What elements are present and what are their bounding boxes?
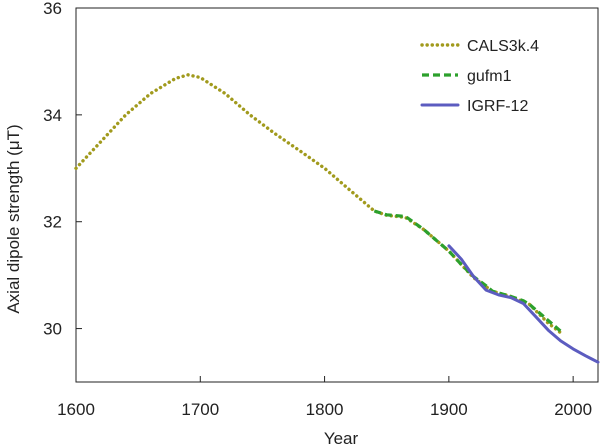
ticks-layer: 1600 1700 1800 1900 2000 30 32 34 36: [43, 0, 592, 419]
y-tick-label: 30: [43, 320, 62, 339]
y-tick-label: 32: [43, 213, 62, 232]
y-tick-label: 34: [43, 106, 62, 125]
legend: CALS3k.4 gufm1 IGRF-12: [420, 38, 539, 115]
series-layer: [74, 73, 600, 364]
legend-label: IGRF-12: [467, 98, 528, 115]
x-tick-label: 1600: [57, 400, 95, 419]
x-tick-label: 2000: [554, 400, 592, 419]
legend-label: CALS3k.4: [467, 38, 539, 55]
x-tick-label: 1800: [306, 400, 344, 419]
x-tick-label: 1700: [181, 400, 219, 419]
plot-frame: [75, 7, 599, 383]
series-line-igrf-12: [447, 244, 600, 364]
legend-label: gufm1: [467, 68, 512, 85]
x-tick-label: 1900: [430, 400, 468, 419]
plot-border: [75, 7, 599, 383]
y-axis-title: Axial dipole strength (μT): [4, 124, 23, 313]
y-tick-label: 36: [43, 0, 62, 18]
x-axis-title: Year: [324, 429, 359, 447]
